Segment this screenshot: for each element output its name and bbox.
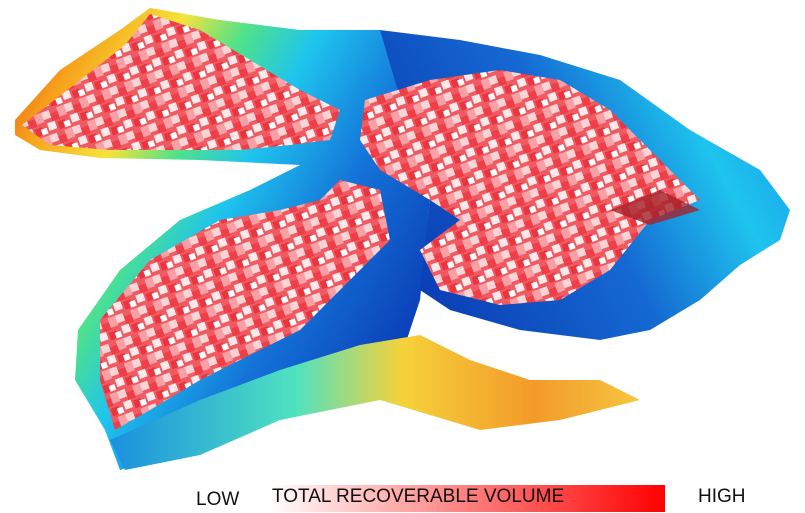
legend-title: TOTAL RECOVERABLE VOLUME xyxy=(272,486,564,507)
legend: LOW TOTAL RECOVERABLE VOLUME HIGH xyxy=(196,485,746,512)
figure: LOW TOTAL RECOVERABLE VOLUME HIGH xyxy=(0,0,805,513)
page: {"legend": {"low": "LOW", "title": "TOTA… xyxy=(0,0,805,513)
legend-high-label: HIGH xyxy=(698,486,746,507)
terrain xyxy=(15,8,790,470)
legend-low-label: LOW xyxy=(196,489,239,510)
